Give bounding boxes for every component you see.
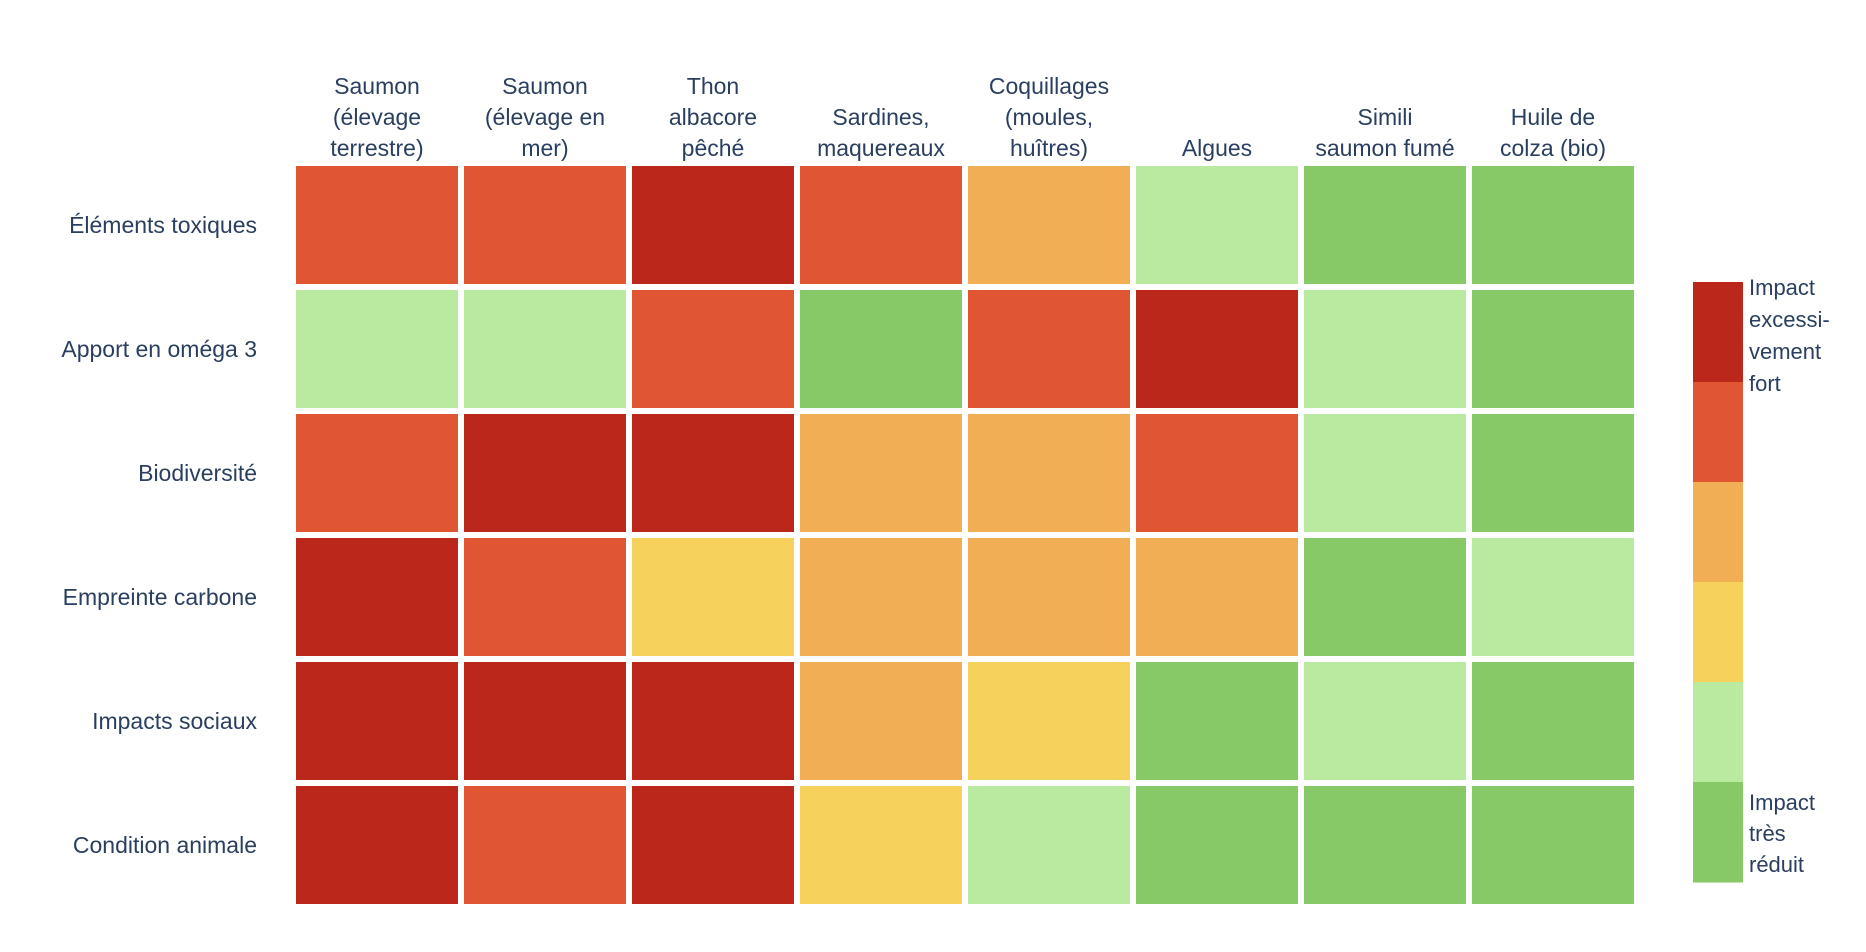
column-label: Saumon [334, 73, 420, 99]
heatmap-cell [1304, 662, 1466, 780]
column-label: albacore [669, 104, 757, 130]
heatmap-cell [296, 538, 458, 656]
heatmap-cell [296, 290, 458, 408]
column-label: pêché [682, 135, 745, 161]
column-label: maquereaux [817, 135, 945, 161]
colorbar-max-label: Impact [1749, 275, 1815, 300]
heatmap-cell [1472, 166, 1634, 284]
column-label: huîtres) [1010, 135, 1088, 161]
heatmap-cell [296, 786, 458, 904]
colorbar: Impact excessi-vement fort Impact très réduit [1693, 275, 1830, 883]
heatmap-cell [1472, 414, 1634, 532]
heatmap-cell [632, 786, 794, 904]
row-label: Éléments toxiques [69, 212, 257, 238]
colorbar-max-label: fort [1749, 371, 1781, 396]
heatmap-cell [1472, 786, 1634, 904]
heatmap-cell [464, 290, 626, 408]
heatmap-cell [296, 166, 458, 284]
column-label: Coquillages [989, 73, 1109, 99]
heatmap-cell [968, 538, 1130, 656]
column-label: (moules, [1005, 104, 1093, 130]
heatmap-cell [296, 414, 458, 532]
heatmap-cell [1136, 166, 1298, 284]
heatmap-cell [1472, 538, 1634, 656]
heatmap-cell [800, 538, 962, 656]
heatmap-cell [1304, 786, 1466, 904]
colorbar-min-label: très [1749, 821, 1786, 846]
heatmap-cell [1136, 414, 1298, 532]
column-label: saumon fumé [1315, 135, 1454, 161]
heatmap-cell [1304, 166, 1466, 284]
heatmap-cell [632, 414, 794, 532]
column-label: terrestre) [330, 135, 423, 161]
heatmap-cell [632, 538, 794, 656]
column-label: Saumon [502, 73, 588, 99]
heatmap-cell [968, 662, 1130, 780]
row-label: Impacts sociaux [92, 708, 257, 734]
heatmap-cell [296, 662, 458, 780]
heatmap-cell [1304, 414, 1466, 532]
colorbar-segment [1693, 482, 1743, 583]
column-label: Thon [687, 73, 739, 99]
colorbar-segment [1693, 282, 1743, 383]
heatmap-cell [968, 786, 1130, 904]
colorbar-min-label: réduit [1749, 852, 1804, 877]
heatmap-cell [464, 414, 626, 532]
heatmap-cells [296, 166, 1634, 904]
heatmap-cell [464, 166, 626, 284]
column-label: Algues [1182, 135, 1252, 161]
heatmap-cell [464, 538, 626, 656]
column-label: (élevage en [485, 104, 605, 130]
colorbar-segment [1693, 682, 1743, 783]
column-label: Simili [1358, 104, 1413, 130]
heatmap-cell [1304, 538, 1466, 656]
heatmap-cell [800, 290, 962, 408]
heatmap-cell [968, 414, 1130, 532]
heatmap-cell [800, 166, 962, 284]
heatmap-cell [1304, 290, 1466, 408]
column-label: (élevage [333, 104, 421, 130]
heatmap-cell [1136, 538, 1298, 656]
row-label: Condition animale [73, 832, 257, 858]
row-label: Empreinte carbone [63, 584, 257, 610]
column-label: Huile de [1511, 104, 1595, 130]
heatmap-cell [968, 166, 1130, 284]
heatmap-cell [1136, 786, 1298, 904]
column-labels: Saumon (élevage terrestre) Saumon (élevage e… [330, 73, 1606, 161]
column-label: mer) [521, 135, 568, 161]
column-label: Sardines, [832, 104, 929, 130]
heatmap-cell [968, 290, 1130, 408]
colorbar-segment [1693, 782, 1743, 883]
row-labels: Éléments toxiques Apport en oméga 3 Biodiv… [61, 212, 257, 858]
heatmap-cell [632, 290, 794, 408]
colorbar-min-label: Impact [1749, 790, 1815, 815]
heatmap-cell [800, 414, 962, 532]
heatmap-cell [800, 786, 962, 904]
heatmap-cell [632, 166, 794, 284]
column-label: colza (bio) [1500, 135, 1606, 161]
colorbar-max-label: excessi- [1749, 307, 1830, 332]
colorbar-segment [1693, 382, 1743, 483]
heatmap-cell [1472, 290, 1634, 408]
row-label: Biodiversité [138, 460, 257, 486]
colorbar-max-label: vement [1749, 339, 1821, 364]
colorbar-segment [1693, 582, 1743, 683]
heatmap-cell [632, 662, 794, 780]
heatmap-cell [800, 662, 962, 780]
heatmap-cell [464, 662, 626, 780]
heatmap-cell [1136, 662, 1298, 780]
heatmap-cell [1472, 662, 1634, 780]
row-label: Apport en oméga 3 [61, 336, 257, 362]
heatmap-cell [464, 786, 626, 904]
heatmap-cell [1136, 290, 1298, 408]
